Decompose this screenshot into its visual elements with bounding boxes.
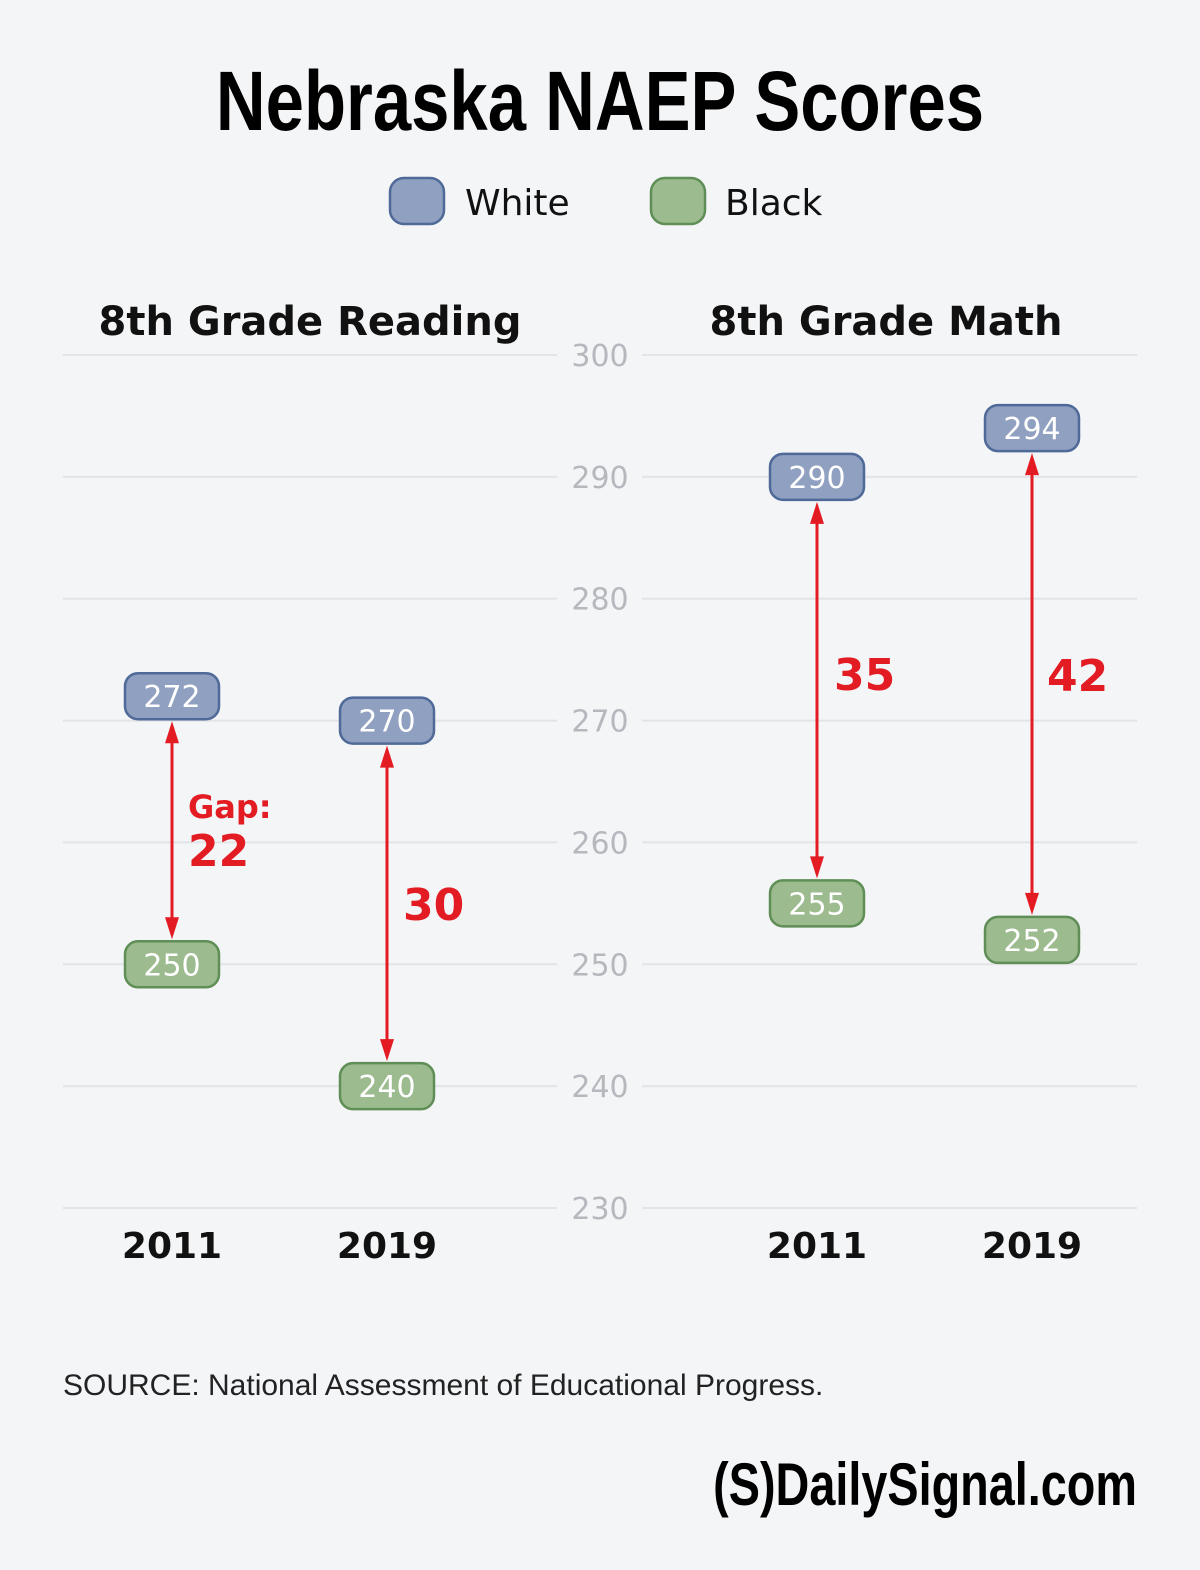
- y-tick-label: 270: [571, 705, 628, 740]
- y-tick-label: 230: [571, 1192, 628, 1227]
- source-note: SOURCE: National Assessment of Education…: [63, 1369, 823, 1402]
- gap-value: 35: [834, 650, 895, 701]
- panel-title: 8th Grade Reading: [99, 299, 522, 345]
- point-white: [768, 452, 866, 502]
- gap-arrow-head-up: [165, 721, 179, 744]
- x-tick-label: 2011: [767, 1226, 867, 1267]
- point-black: [123, 940, 221, 989]
- panel-title: 8th Grade Math: [710, 299, 1063, 345]
- legend-label-white: White: [465, 183, 570, 224]
- daily-signal-logo: (S)DailySignal.com: [713, 1451, 1137, 1518]
- data-label: 255: [788, 887, 845, 922]
- point-white: [123, 671, 221, 721]
- panel-8th-grade-reading: 8th Grade Reading 2011 272 250 Gap:22 2019 270…: [99, 299, 522, 1267]
- x-tick-label: 2019: [337, 1226, 437, 1267]
- gap-arrow-head-up: [1025, 453, 1039, 476]
- x-tick-label: 2019: [982, 1226, 1082, 1267]
- gap-arrow-head-down: [380, 1039, 394, 1062]
- point-black: [338, 1061, 436, 1111]
- gap-arrow-head-up: [810, 501, 824, 524]
- legend: White Black: [388, 176, 823, 226]
- gap-value: 30: [403, 880, 464, 931]
- data-label: 252: [1003, 924, 1060, 959]
- y-tick-label: 280: [571, 583, 628, 618]
- y-tick-label: 260: [571, 826, 628, 861]
- data-label: 294: [1003, 412, 1060, 447]
- x-tick-label: 2011: [122, 1226, 222, 1267]
- gap-arrow-head-down: [1025, 892, 1039, 915]
- data-label: 270: [358, 705, 415, 740]
- panel-8th-grade-math: 8th Grade Math 2011 290 255 35 2019 294 252 42: [710, 299, 1109, 1267]
- point-white: [338, 696, 436, 745]
- gap-arrow-head-down: [165, 917, 179, 940]
- data-label: 272: [143, 680, 200, 715]
- data-label: 250: [143, 948, 200, 983]
- gap-value: 42: [1047, 651, 1108, 702]
- point-black: [768, 879, 866, 928]
- chart-title: Nebraska NAEP Scores: [216, 55, 984, 149]
- gap-value: 22: [188, 826, 249, 877]
- data-label: 290: [788, 461, 845, 496]
- legend-swatch-white: [388, 176, 446, 226]
- y-tick-label: 250: [571, 948, 628, 983]
- panels: 8th Grade Reading 2011 272 250 Gap:22 2019 270…: [99, 299, 1109, 1267]
- gap-prefix: Gap:: [188, 788, 272, 826]
- point-white: [983, 403, 1081, 453]
- y-tick-label: 300: [571, 339, 628, 374]
- point-black: [983, 915, 1081, 965]
- grid: 300 290 280 270 260 250 240 230: [63, 339, 1137, 1227]
- y-tick-label: 290: [571, 461, 628, 496]
- y-tick-label: 240: [571, 1070, 628, 1105]
- legend-swatch-black: [649, 176, 707, 226]
- gap-arrow-head-down: [810, 856, 824, 879]
- legend-label-black: Black: [725, 183, 823, 224]
- gap-arrow-head-up: [380, 745, 394, 768]
- data-label: 240: [358, 1070, 415, 1105]
